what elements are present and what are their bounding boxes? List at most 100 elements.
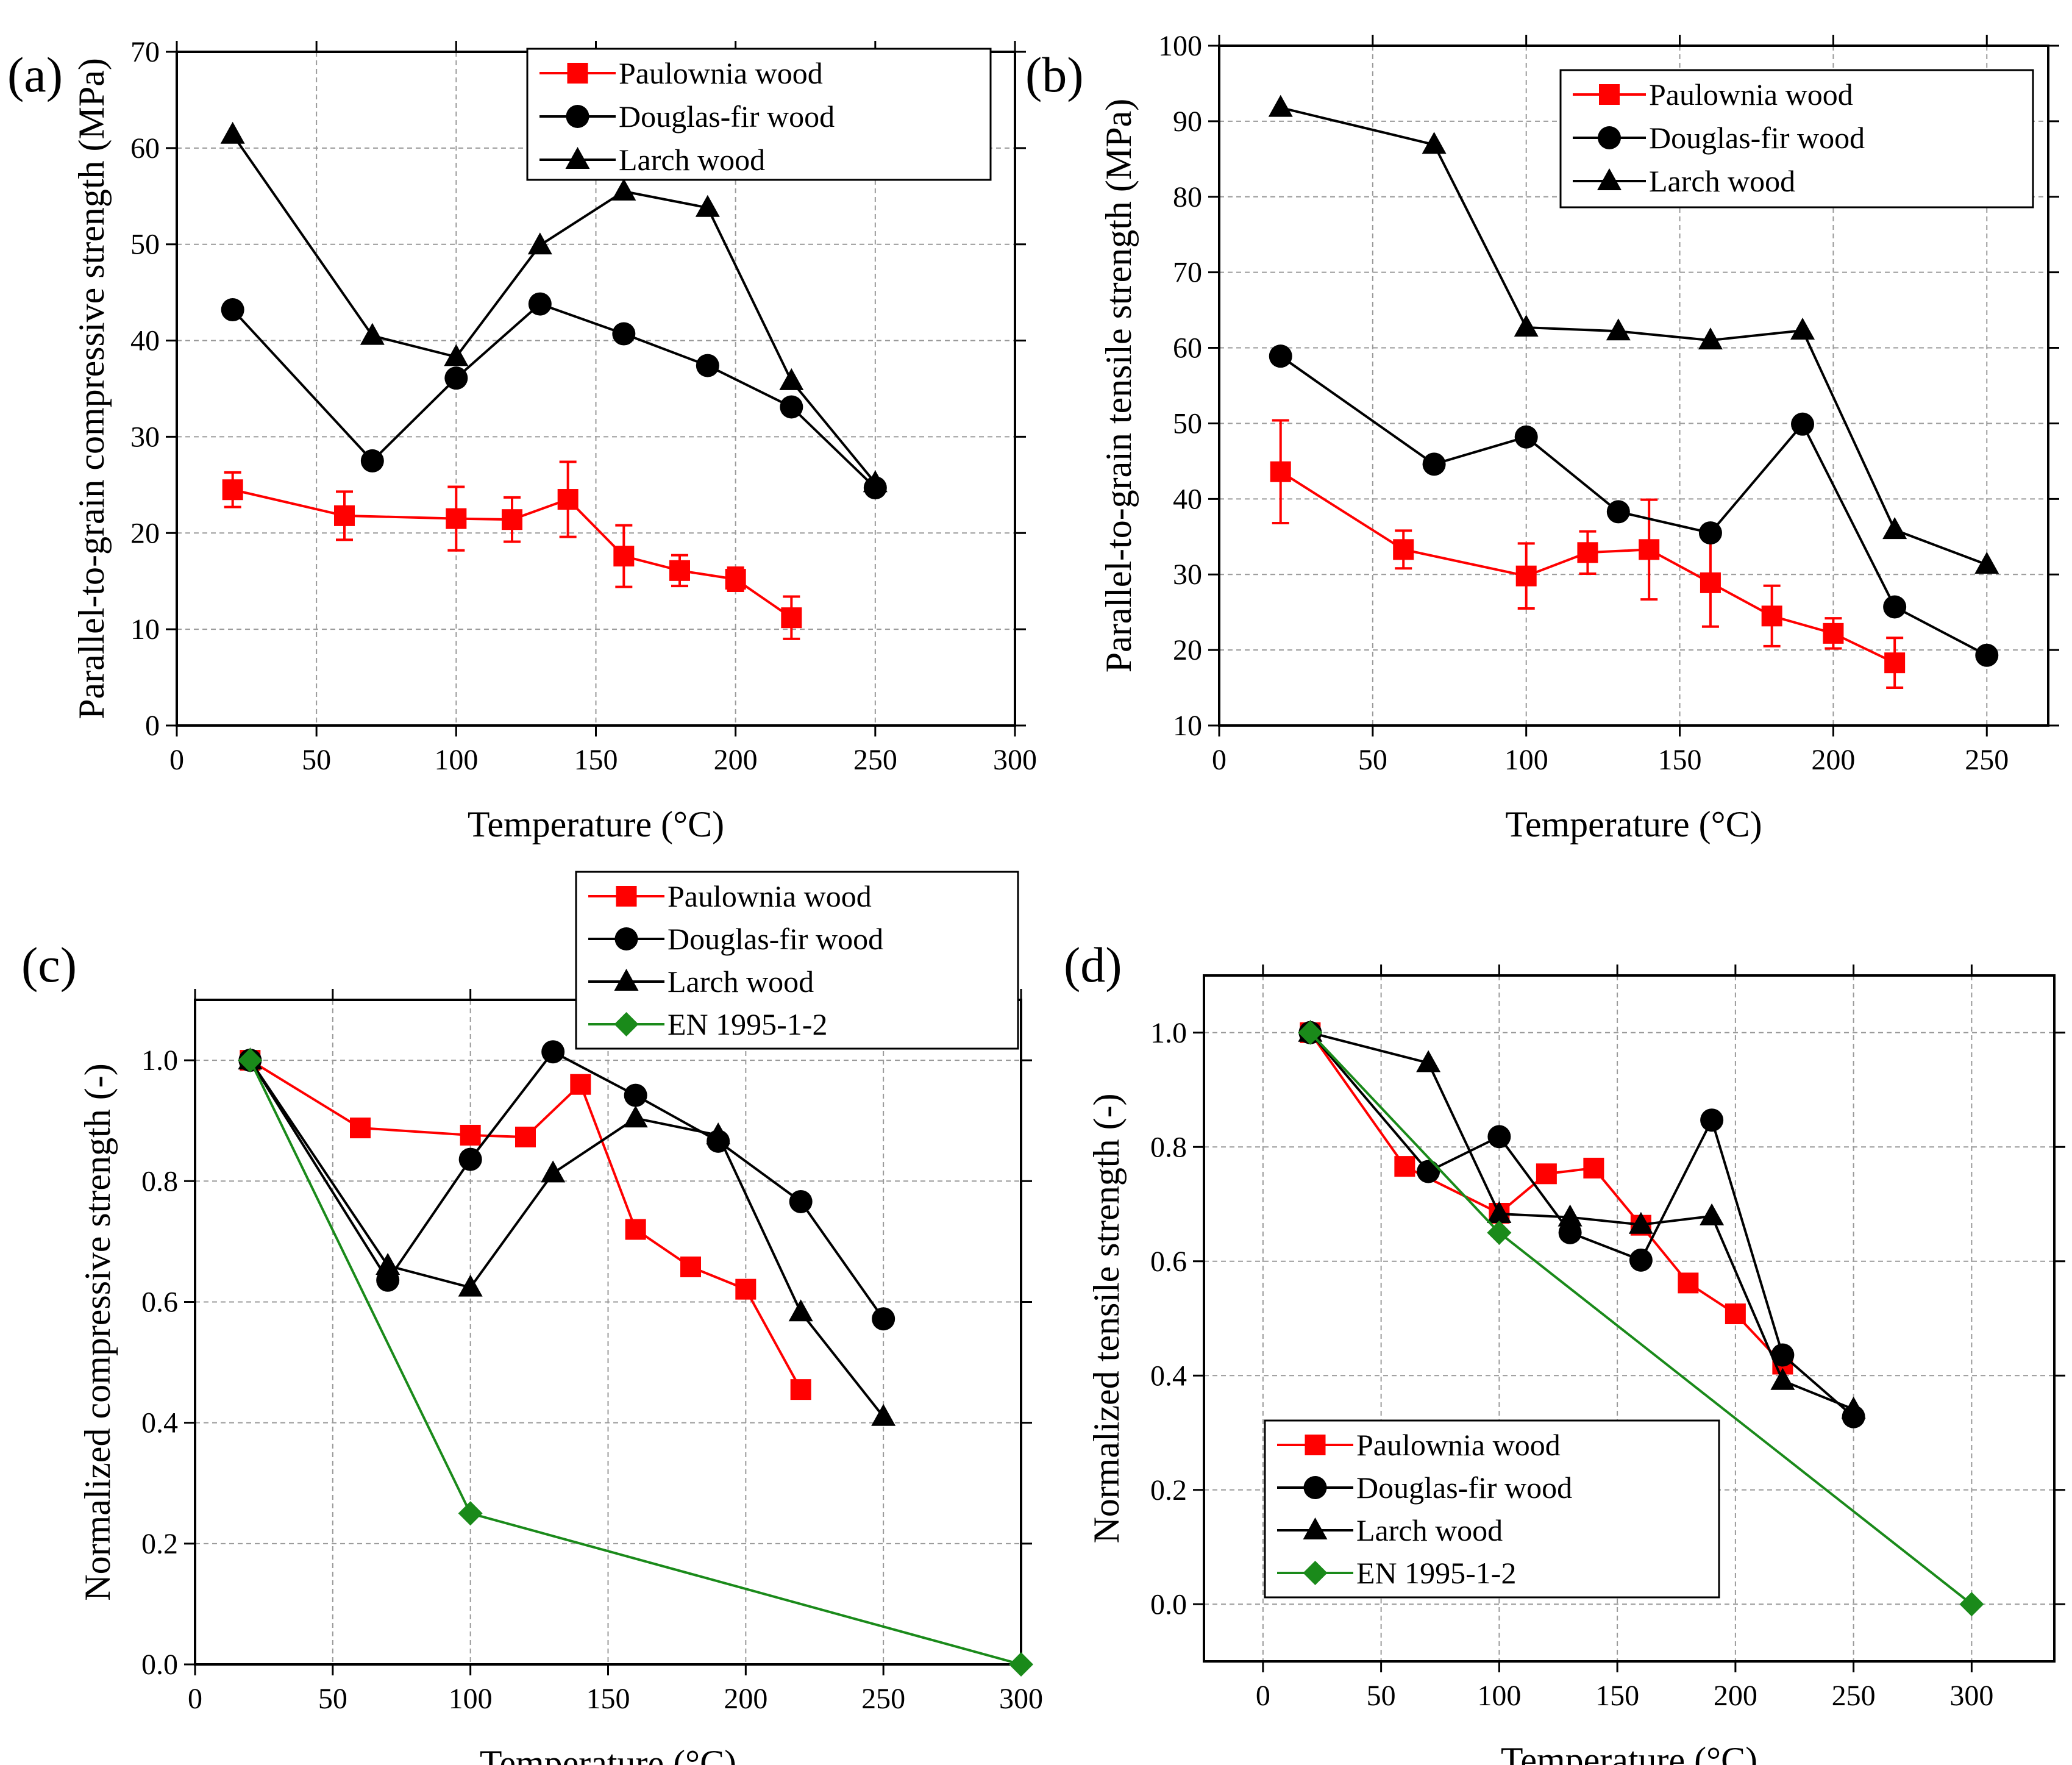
data-point <box>1761 605 1782 627</box>
data-point <box>1725 1303 1746 1324</box>
panel-4: 0 50 100 150 200 250 300 0.0 0.2 0.4 0.6 0.8 1.0 Temp… <box>1064 937 2065 1765</box>
legend-label: Douglas-fir wood <box>619 99 835 134</box>
x-tick-label: 50 <box>302 744 331 776</box>
x-tick-label: 50 <box>1358 744 1387 776</box>
legend-label: Larch wood <box>1356 1513 1503 1547</box>
data-point <box>1422 452 1446 476</box>
data-point <box>696 354 719 377</box>
legend-label: Larch wood <box>619 143 765 177</box>
data-point <box>1009 1652 1033 1677</box>
legend-label: Paulownia wood <box>668 879 872 913</box>
data-point <box>360 449 384 472</box>
x-tick-label: 200 <box>724 1683 767 1715</box>
data-point <box>863 470 888 493</box>
legend-label: Larch wood <box>1649 164 1795 198</box>
data-point <box>541 1160 566 1183</box>
data-point <box>1487 1200 1512 1223</box>
data-point <box>871 1403 896 1426</box>
data-point <box>1974 552 1999 574</box>
y-tick-label: 100 <box>1158 30 1202 62</box>
data-point <box>669 560 690 581</box>
y-tick-label: 0.8 <box>141 1165 178 1197</box>
legend: Paulownia wood Douglas-fir wood Larch wood… <box>575 871 1019 1050</box>
data-point <box>221 298 244 322</box>
y-axis-label: Normalized compressive strength (-) <box>77 1063 118 1600</box>
data-point <box>789 1189 813 1213</box>
x-tick-label: 200 <box>1811 744 1855 776</box>
panel-2: 0 50 100 150 200 250 10 20 30 40 50 60 70 80 90 100 Temp… <box>1025 30 2059 844</box>
data-point <box>1959 1592 1984 1617</box>
y-tick-label: 30 <box>130 421 160 453</box>
plot-frame <box>1218 45 2049 727</box>
data-point <box>1422 132 1447 154</box>
data-point <box>222 479 243 501</box>
series-douglas-fir-wood <box>1298 1021 1865 1428</box>
plot-frame <box>1203 974 2056 1663</box>
data-point <box>781 607 802 629</box>
y-tick-label: 0 <box>145 710 160 742</box>
x-tick-label: 300 <box>1949 1680 1993 1712</box>
y-tick-label: 40 <box>130 325 160 357</box>
panel-label: (c) <box>21 937 77 993</box>
series-douglas-fir-wood <box>221 292 887 500</box>
y-tick-label: 40 <box>1173 483 1202 515</box>
data-point <box>1514 315 1539 337</box>
data-point <box>706 1122 731 1144</box>
data-point <box>528 292 552 316</box>
series-paulownia-wood <box>1270 419 1906 690</box>
legend-marker <box>614 927 638 950</box>
data-point <box>444 344 469 366</box>
data-point <box>238 1048 263 1073</box>
legend-marker <box>567 63 588 84</box>
data-point <box>1700 1108 1724 1132</box>
panel-label: (d) <box>1064 937 1122 993</box>
series-line <box>1280 106 1987 566</box>
data-point <box>1515 565 1537 587</box>
legend-marker <box>1303 1561 1328 1585</box>
data-point <box>1393 539 1414 560</box>
data-point <box>1639 539 1660 560</box>
legend-label: Douglas-fir wood <box>668 922 883 956</box>
data-point <box>780 395 803 419</box>
data-point <box>872 1307 895 1331</box>
panel-label: (a) <box>7 47 63 102</box>
data-point <box>1791 412 1815 436</box>
series-larch-wood <box>220 121 888 493</box>
data-point <box>1770 1367 1795 1390</box>
data-point <box>220 121 245 144</box>
x-axis-label: Temperature (°C) <box>1501 1740 1757 1765</box>
y-tick-label: 20 <box>1173 634 1202 666</box>
legend-box <box>526 48 992 181</box>
y-tick-label: 30 <box>1173 558 1202 591</box>
y-tick-label: 0.4 <box>141 1407 178 1439</box>
data-point <box>613 546 635 567</box>
series-line <box>1309 1031 1854 1411</box>
x-tick-label: 50 <box>1367 1680 1396 1712</box>
legend-label: Paulownia wood <box>1649 77 1853 112</box>
series-en-1995-1-2 <box>1298 1020 1984 1617</box>
panel-label: (b) <box>1025 47 1084 102</box>
data-point <box>1558 1221 1582 1244</box>
data-point <box>1628 1211 1653 1234</box>
y-tick-label: 50 <box>1173 407 1202 440</box>
y-tick-label: 0.2 <box>1150 1474 1187 1506</box>
legend-label: Paulownia wood <box>1356 1428 1561 1462</box>
legend-marker <box>614 969 639 991</box>
y-axis-label: Normalized tensile strength (-) <box>1086 1093 1127 1543</box>
x-tick-label: 150 <box>1595 1680 1639 1712</box>
y-tick-label: 10 <box>130 613 160 646</box>
data-point <box>695 194 720 217</box>
y-tick-label: 80 <box>1173 181 1202 213</box>
series-paulownia-wood <box>222 460 802 640</box>
data-point <box>790 1379 811 1400</box>
y-tick-label: 10 <box>1173 710 1202 742</box>
x-tick-label: 100 <box>434 744 478 776</box>
legend-label: Douglas-fir wood <box>1649 121 1865 155</box>
x-tick-label: 250 <box>861 1683 905 1715</box>
y-tick-label: 0.4 <box>1150 1360 1187 1392</box>
data-point <box>625 1219 646 1240</box>
legend-marker <box>616 886 637 907</box>
data-point <box>1514 425 1538 449</box>
y-tick-label: 50 <box>130 229 160 261</box>
